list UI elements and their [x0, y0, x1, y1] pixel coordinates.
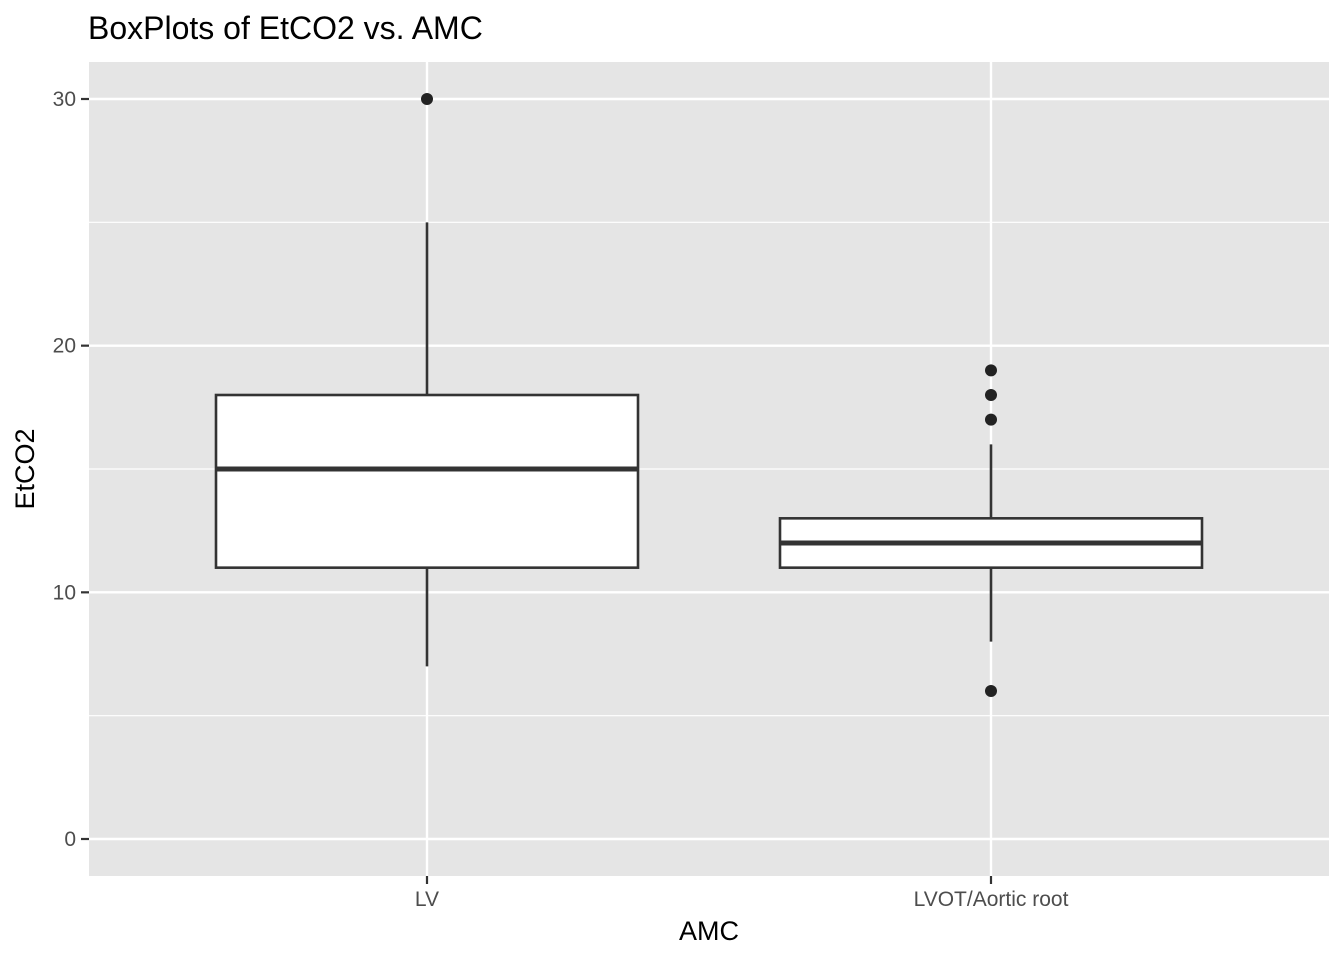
outlier-point [985, 364, 997, 377]
y-tick-label: 0 [64, 828, 76, 851]
x-tick-label: LV [415, 888, 439, 911]
y-tick-label: 30 [53, 88, 76, 111]
major-gridlines [89, 62, 1329, 876]
x-axis-title: AMC [679, 916, 739, 946]
outlier-point [985, 413, 997, 426]
y-axis-title: EtCO2 [10, 428, 40, 509]
y-axis: 0 10 20 30 [53, 88, 89, 851]
box-group [778, 364, 1204, 697]
box-group [214, 93, 640, 667]
chart-title: BoxPlots of EtCO2 vs. AMC [88, 10, 483, 46]
outlier-point [421, 93, 433, 105]
x-tick-label: LVOT/Aortic root [914, 888, 1069, 911]
box-series [214, 93, 1204, 697]
y-tick-label: 20 [53, 335, 76, 358]
box-iqr [214, 393, 640, 569]
x-axis: LV LVOT/Aortic root [415, 876, 1069, 911]
y-tick-label: 10 [53, 581, 76, 604]
outlier-point [985, 685, 997, 697]
outlier-point [985, 389, 997, 401]
